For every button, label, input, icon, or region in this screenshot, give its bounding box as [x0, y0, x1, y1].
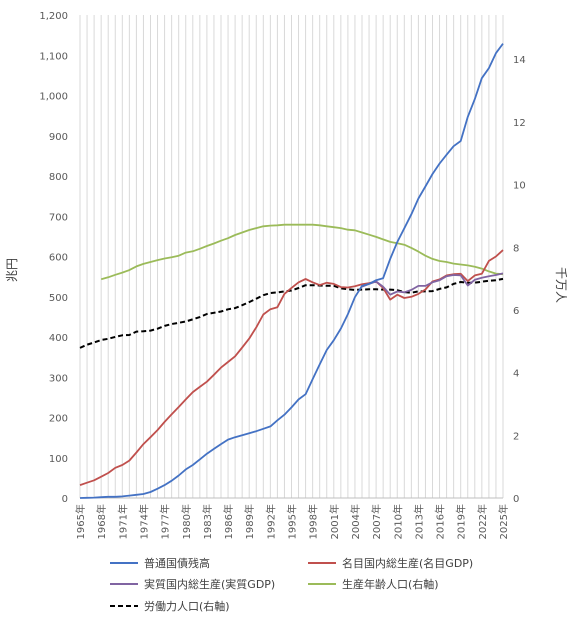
series-layer — [79, 43, 504, 499]
x-tick-label: 1989年 — [243, 504, 256, 539]
x-tick-label: 1965年 — [74, 504, 87, 539]
x-tick-label: 1977年 — [159, 504, 172, 539]
x-tick-label: 1980年 — [180, 504, 193, 539]
x-tick-label: 1992年 — [264, 504, 277, 539]
left-tick-label: 1,100 — [39, 51, 68, 62]
x-tick-label: 2001年 — [328, 504, 341, 539]
legend: 普通国債残高 名目国内総生産(名目GDP) 実質国内総生産(実質GDP) 生産年齢人口… — [110, 556, 473, 613]
right-axis-title: 千万人 — [554, 267, 568, 303]
x-tick-label: 2022年 — [476, 504, 489, 539]
x-tick-label: 1974年 — [137, 504, 150, 539]
right-tick-label: 6 — [513, 306, 519, 317]
x-tick-label: 1986年 — [222, 504, 235, 539]
right-tick-label: 0 — [513, 494, 519, 505]
left-tick-label: 0 — [62, 494, 68, 505]
left-tick-label: 100 — [49, 454, 68, 465]
legend-label: 名目国内総生産(名目GDP) — [342, 556, 473, 570]
legend-label: 生産年齢人口(右軸) — [342, 577, 439, 591]
x-tick-label: 1968年 — [95, 504, 108, 539]
right-tick-label: 4 — [513, 369, 519, 380]
x-tick-label: 2004年 — [349, 504, 362, 539]
x-tick-label: 1995年 — [286, 504, 299, 539]
right-tick-label: 14 — [513, 55, 526, 66]
x-axis-ticks: 1965年 1968年 1971年 1974年 1977年 1980年 1983年 1986年… — [74, 504, 510, 539]
left-tick-label: 1,200 — [39, 11, 68, 22]
left-tick-label: 500 — [49, 293, 68, 304]
right-tick-label: 10 — [513, 181, 526, 192]
left-tick-label: 600 — [49, 253, 68, 264]
right-tick-label: 8 — [513, 243, 519, 254]
legend-label: 普通国債残高 — [144, 556, 210, 570]
left-tick-label: 700 — [49, 212, 68, 223]
series-line — [361, 272, 504, 296]
legend-label: 労働力人口(右軸) — [144, 599, 230, 613]
left-axis-title: 兆円 — [5, 258, 19, 282]
legend-label: 実質国内総生産(実質GDP) — [144, 577, 275, 591]
x-tick-label: 2007年 — [370, 504, 383, 539]
left-tick-label: 300 — [49, 373, 68, 384]
right-tick-label: 2 — [513, 431, 519, 442]
x-tick-label: 2010年 — [391, 504, 404, 539]
left-tick-label: 900 — [49, 132, 68, 143]
left-tick-label: 400 — [49, 333, 68, 344]
x-tick-label: 1998年 — [307, 504, 320, 539]
left-axis-ticks: 0 100 200 300 400 500 600 700 800 900 1,000 1,100 1,… — [39, 11, 68, 505]
left-tick-label: 200 — [49, 414, 68, 425]
left-tick-label: 1,000 — [39, 92, 68, 103]
series-line — [79, 43, 504, 499]
right-tick-label: 12 — [513, 118, 526, 129]
left-tick-label: 800 — [49, 172, 68, 183]
x-tick-label: 2013年 — [412, 504, 425, 539]
x-tick-label: 1971年 — [116, 504, 129, 539]
series-line — [79, 277, 504, 349]
series-line — [100, 223, 504, 281]
x-tick-label: 2019年 — [455, 504, 468, 539]
x-tick-label: 1983年 — [201, 504, 214, 539]
x-tick-label: 2016年 — [434, 504, 447, 539]
vertical-gridlines — [79, 15, 504, 498]
right-axis-ticks: 0 2 4 6 8 10 12 14 — [513, 55, 526, 505]
x-tick-label: 2025年 — [497, 504, 510, 539]
